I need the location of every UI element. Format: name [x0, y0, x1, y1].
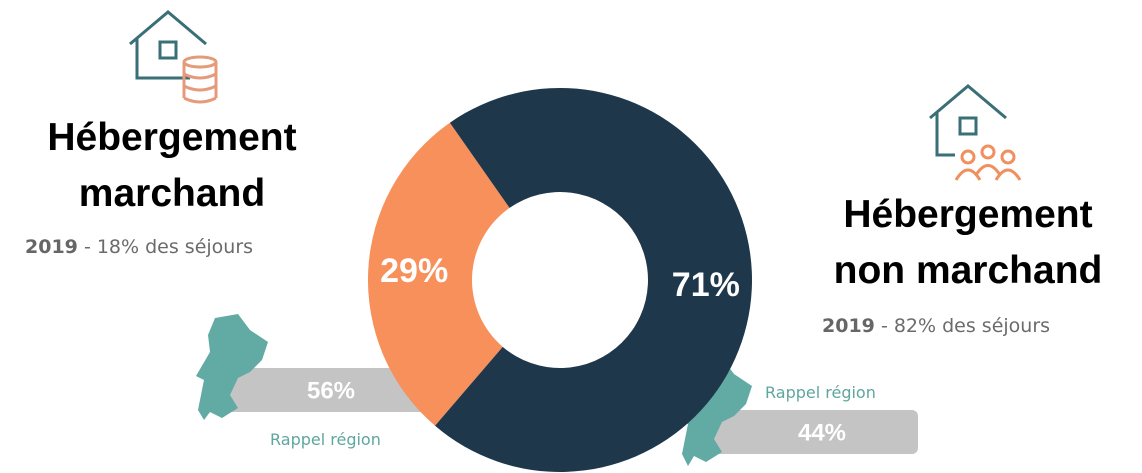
- region-map: [196, 314, 268, 420]
- region-label: Rappel région: [765, 383, 876, 402]
- region-label: Rappel région: [270, 430, 381, 449]
- region-value: 44%: [798, 419, 846, 446]
- segment-heading: Hébergement marchand: [47, 116, 297, 215]
- value-label: 71%: [672, 266, 740, 304]
- share: - 82% des séjours: [880, 315, 1051, 337]
- region-bar: [710, 410, 918, 454]
- donut-segment: [368, 122, 510, 426]
- region-value: 56%: [307, 377, 355, 404]
- share-line: 2019 - 82% des séjours: [822, 315, 1050, 337]
- year: 2019: [822, 315, 875, 337]
- value-label: 29%: [380, 252, 448, 290]
- segment-heading: Hébergement non marchand: [833, 193, 1103, 292]
- share: - 18% des séjours: [83, 236, 254, 258]
- share-line: 2019 - 18% des séjours: [25, 236, 253, 258]
- house-coins-icon: [129, 10, 218, 104]
- house-people-icon: [929, 84, 1022, 181]
- year: 2019: [25, 236, 78, 258]
- region-bar: [222, 368, 442, 412]
- donut-segment: [435, 88, 753, 473]
